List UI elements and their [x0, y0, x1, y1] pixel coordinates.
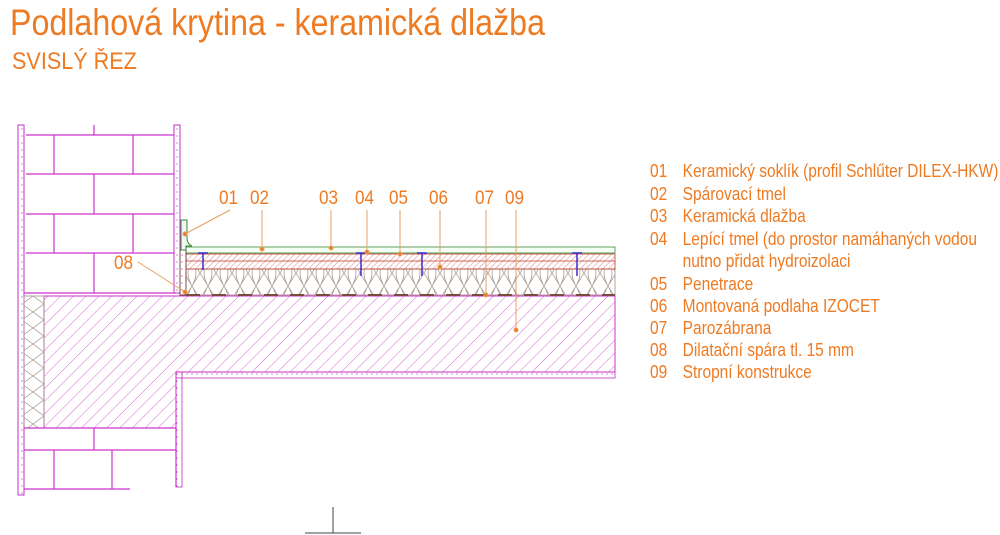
expansion-joint	[179, 249, 187, 296]
callout-06: 06	[429, 188, 449, 209]
callout-09: 09	[505, 188, 525, 209]
legend-item: 08 Dilatační spára tl. 15 mm	[650, 340, 854, 360]
legend-item: 05 Penetrace	[650, 274, 754, 294]
legend-item: 03 Keramická dlažba	[650, 206, 806, 226]
level-marker	[305, 507, 361, 534]
slab-underside-plaster	[175, 371, 616, 379]
legend-item: 09 Stropní konstrukce	[650, 362, 812, 382]
lower-wall-plaster	[175, 371, 183, 488]
legend-item: 02 Spárovací tmel	[650, 184, 786, 204]
lower-wall	[24, 427, 177, 490]
insulation-layer	[185, 268, 616, 296]
leader-lines	[137, 209, 519, 333]
callout-01: 01	[219, 188, 239, 209]
ceiling-slab	[43, 295, 616, 429]
legend-item: 06 Montovaná podlaha IZOCET	[650, 296, 880, 316]
drawing-title: Podlahová krytina - keramická dlažba	[10, 2, 545, 43]
legend-item: 04 Lepící tmel (do prostor namáhaných vod…	[650, 229, 977, 249]
callout-04: 04	[355, 188, 375, 209]
callout-02: 02	[250, 188, 270, 209]
perimeter-insulation	[23, 295, 45, 429]
screws	[198, 252, 582, 276]
callout-08: 08	[114, 253, 134, 274]
callout-07: 07	[475, 188, 495, 209]
legend-item: 07 Parozábrana	[650, 318, 772, 338]
drawing-subtitle: SVISLÝ ŘEZ	[12, 48, 137, 75]
legend-item: nutno přidat hydroizolaci	[682, 251, 851, 271]
wall	[17, 124, 181, 496]
callout-05: 05	[389, 188, 409, 209]
callout-03: 03	[319, 188, 339, 209]
legend-item: 01 Keramický soklík (profil Schlűter DILE…	[650, 161, 999, 181]
floor-layers	[179, 219, 616, 296]
